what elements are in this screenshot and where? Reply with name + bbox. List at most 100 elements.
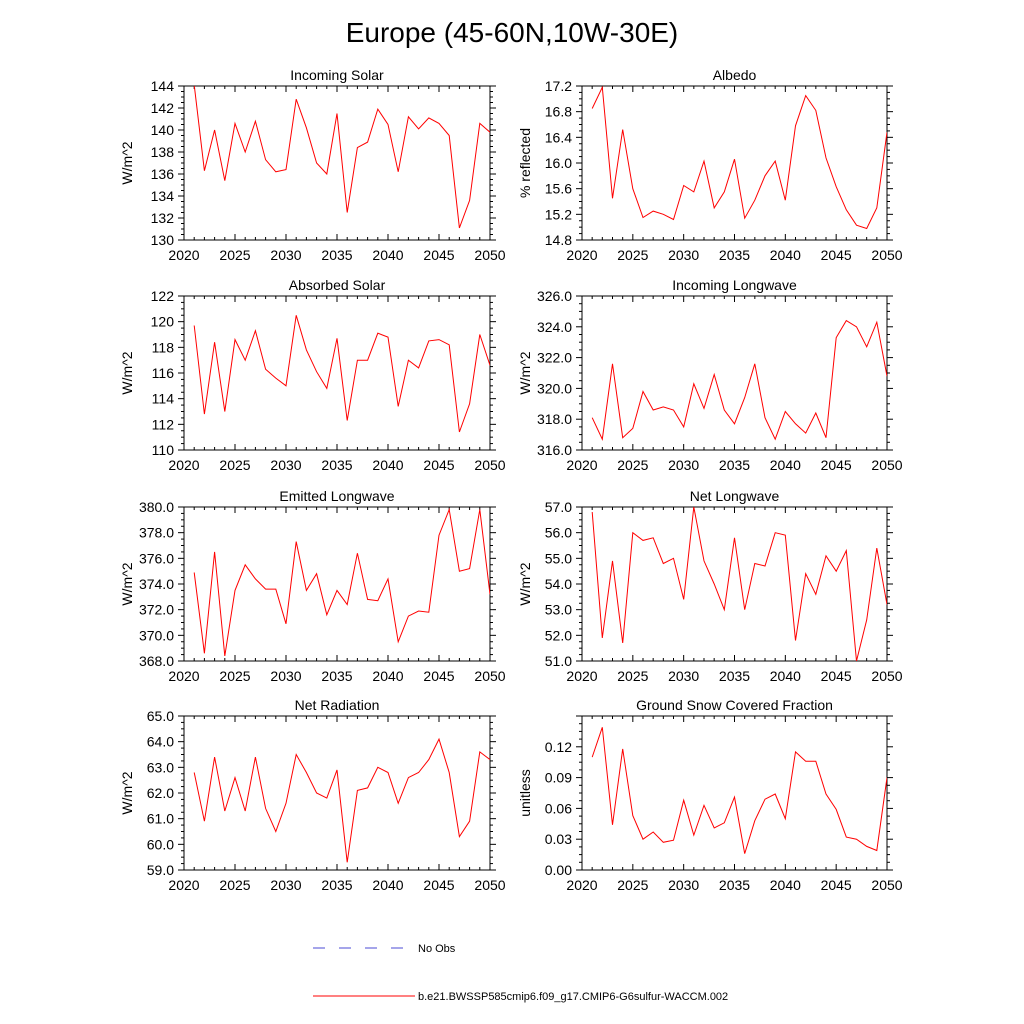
y-tick-label: 0.00 xyxy=(545,862,572,878)
y-tick-label: 16.8 xyxy=(545,104,572,120)
panel-title: Ground Snow Covered Fraction xyxy=(636,697,833,713)
y-axis-label: unitless xyxy=(517,769,533,816)
panel-title: Albedo xyxy=(713,67,757,83)
x-tick-label: 2040 xyxy=(372,877,403,893)
y-tick-label: 110 xyxy=(152,442,175,458)
x-tick-label: 2040 xyxy=(770,877,801,893)
x-tick-label: 2045 xyxy=(423,877,454,893)
x-tick-label: 2030 xyxy=(668,668,699,684)
y-tick-label: 59.0 xyxy=(147,862,174,878)
y-tick-label: 322.0 xyxy=(537,350,572,366)
x-tick-label: 2040 xyxy=(372,457,403,473)
x-tick-label: 2025 xyxy=(617,877,648,893)
plot-frame xyxy=(183,85,491,241)
x-tick-label: 2025 xyxy=(219,877,250,893)
x-tick-label: 2020 xyxy=(168,247,199,263)
x-tick-label: 2050 xyxy=(474,247,505,263)
x-tick-label: 2025 xyxy=(617,247,648,263)
y-tick-label: 316.0 xyxy=(537,442,572,458)
x-tick-label: 2035 xyxy=(719,877,750,893)
x-tick-label: 2050 xyxy=(474,668,505,684)
y-tick-label: 376.0 xyxy=(139,550,174,566)
x-tick-label: 2025 xyxy=(219,247,250,263)
y-tick-label: 114 xyxy=(152,391,175,407)
series-line-incoming-solar xyxy=(193,86,490,229)
y-axis-label: W/m^2 xyxy=(119,351,135,394)
x-tick-label: 2035 xyxy=(321,247,352,263)
x-tick-label: 2045 xyxy=(423,247,454,263)
y-tick-label: 63.0 xyxy=(147,759,174,775)
series-line-emitted-longwave xyxy=(193,507,490,656)
y-tick-label: 320.0 xyxy=(537,380,572,396)
y-tick-label: 16.4 xyxy=(545,129,572,145)
x-tick-label: 2040 xyxy=(372,247,403,263)
x-tick-label: 2045 xyxy=(423,457,454,473)
x-tick-label: 2045 xyxy=(821,247,852,263)
y-tick-label: 55.0 xyxy=(545,550,572,566)
x-tick-label: 2030 xyxy=(668,877,699,893)
y-tick-label: 134 xyxy=(151,188,175,204)
y-axis-label: W/m^2 xyxy=(119,562,135,605)
y-tick-label: 380.0 xyxy=(139,499,174,515)
y-tick-label: 368.0 xyxy=(139,653,174,669)
x-tick-label: 2035 xyxy=(719,247,750,263)
panel-title: Absorbed Solar xyxy=(289,277,386,293)
legend: No Obs b.e21.BWSSP585cmip6.f09_g17.CMIP6… xyxy=(313,943,728,1003)
x-tick-label: 2050 xyxy=(871,457,902,473)
x-tick-label: 2020 xyxy=(566,668,597,684)
y-tick-label: 144 xyxy=(151,78,175,94)
x-tick-label: 2035 xyxy=(321,457,352,473)
y-tick-label: 60.0 xyxy=(147,836,174,852)
y-tick-label: 372.0 xyxy=(139,602,174,618)
panel-title: Incoming Solar xyxy=(290,67,384,83)
x-tick-label: 2030 xyxy=(270,457,301,473)
y-tick-label: 370.0 xyxy=(139,627,174,643)
y-tick-label: 138 xyxy=(151,144,175,160)
y-tick-label: 326.0 xyxy=(537,288,572,304)
plot-frame xyxy=(581,715,888,871)
plot-frame xyxy=(581,295,888,451)
y-tick-label: 54.0 xyxy=(545,576,572,592)
x-tick-label: 2035 xyxy=(321,877,352,893)
x-tick-label: 2025 xyxy=(617,668,648,684)
y-tick-label: 15.6 xyxy=(545,181,572,197)
x-tick-label: 2035 xyxy=(719,668,750,684)
y-tick-label: 130 xyxy=(151,232,175,248)
x-tick-label: 2020 xyxy=(566,877,597,893)
x-tick-label: 2030 xyxy=(668,457,699,473)
series-line-incoming-longwave xyxy=(591,319,887,441)
x-tick-label: 2025 xyxy=(219,457,250,473)
x-tick-label: 2030 xyxy=(270,877,301,893)
panel-incoming-longwave: Incoming Longwave W/m^2 2020 2025 2030 2035 20… xyxy=(517,277,903,473)
y-tick-label: 140 xyxy=(151,122,175,138)
y-tick-label: 57.0 xyxy=(545,499,572,515)
y-tick-label: 374.0 xyxy=(139,576,174,592)
y-tick-label: 136 xyxy=(151,166,175,182)
x-tick-label: 2030 xyxy=(270,668,301,684)
legend-no-obs-label: No Obs xyxy=(418,943,456,955)
x-tick-label: 2050 xyxy=(474,457,505,473)
figure-title: Europe (45-60N,10W-30E) xyxy=(346,17,679,48)
y-tick-label: 17.2 xyxy=(545,78,572,94)
plot-frame xyxy=(581,85,888,241)
x-tick-label: 2035 xyxy=(321,668,352,684)
legend-run-label: b.e21.BWSSP585cmip6.f09_g17.CMIP6-G6sulf… xyxy=(418,991,728,1003)
y-tick-label: 318.0 xyxy=(537,411,572,427)
y-tick-label: 14.8 xyxy=(545,232,572,248)
x-tick-label: 2020 xyxy=(566,247,597,263)
series-line-ground-snow-covered-fraction xyxy=(591,727,887,854)
y-tick-label: 118 xyxy=(152,339,175,355)
x-tick-label: 2025 xyxy=(219,668,250,684)
panel-ground-snow-covered-fraction: Ground Snow Covered Fraction unitless 2020… xyxy=(517,697,903,893)
series-line-albedo xyxy=(591,86,887,230)
y-axis-label: W/m^2 xyxy=(517,562,533,605)
y-tick-label: 53.0 xyxy=(545,602,572,618)
y-tick-label: 0.03 xyxy=(545,831,572,847)
x-tick-label: 2030 xyxy=(270,247,301,263)
x-tick-label: 2030 xyxy=(668,247,699,263)
plot-frame xyxy=(183,506,491,662)
y-axis-label: W/m^2 xyxy=(119,771,135,814)
y-tick-label: 324.0 xyxy=(537,319,572,335)
y-axis-label: W/m^2 xyxy=(119,141,135,184)
y-tick-label: 62.0 xyxy=(147,785,174,801)
